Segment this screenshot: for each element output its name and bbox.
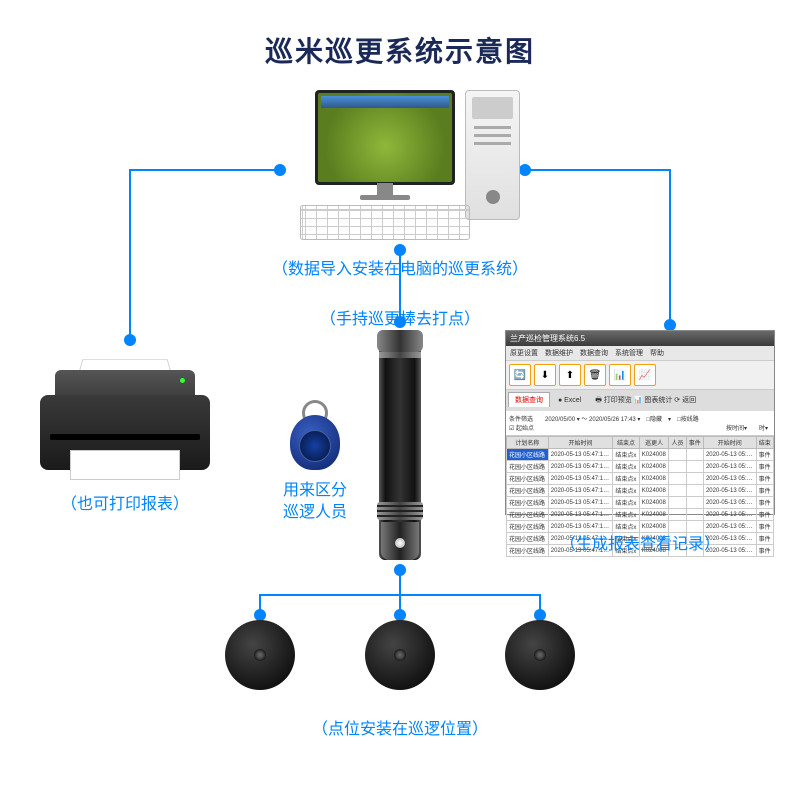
rfid-tag-icon <box>225 620 295 690</box>
toolbar-button: 📊 <box>609 364 631 386</box>
toolbar-button: 🔄 <box>509 364 531 386</box>
checkpoint-tags <box>225 620 575 690</box>
keyfob-illustration <box>290 400 340 470</box>
rfid-tag-icon <box>365 620 435 690</box>
caption-tags: （点位安装在巡逻位置） <box>0 715 800 739</box>
tab-data-query: 数据查询 <box>508 392 550 407</box>
toolbar-button: ⬇ <box>534 364 556 386</box>
rfid-tag-icon <box>505 620 575 690</box>
toolbar-button: 📈 <box>634 364 656 386</box>
caption-printer: （也可打印报表） <box>40 490 210 514</box>
window-titlebar: 兰产巡检管理系统6.5 <box>506 331 774 346</box>
window-tabs: 数据查询 ● Excel 🖶 打印预览 📊 图表统计 ⟳ 返回 <box>506 390 774 411</box>
window-toolbar: 🔄⬇⬆🗑📊📈 <box>506 361 774 390</box>
toolbar-button: ⬆ <box>559 364 581 386</box>
patrol-stick-illustration <box>379 330 421 560</box>
printer-illustration <box>40 350 210 470</box>
window-menubar: 原更设置 数据维护 数据查询 系统管理 帮助 <box>506 346 774 361</box>
caption-report: （生成报表查看记录） <box>505 530 775 554</box>
filter-bar: 条件筛选 2020/05/00 ▾ ～ 2020/05/26 17:43 ▾ □… <box>506 411 774 436</box>
report-window: 兰产巡检管理系统6.5 原更设置 数据维护 数据查询 系统管理 帮助 🔄⬇⬆🗑📊… <box>505 330 775 515</box>
keyboard-icon <box>300 205 470 240</box>
pc-tower-icon <box>465 90 520 220</box>
computer-illustration <box>280 90 520 240</box>
monitor-icon <box>315 90 455 185</box>
caption-computer: （数据导入安装在电脑的巡更系统） <box>0 255 800 279</box>
caption-stick: （手持巡更棒去打点） <box>0 305 800 329</box>
page-title: 巡米巡更系统示意图 <box>0 0 800 70</box>
toolbar-button: 🗑 <box>584 364 606 386</box>
caption-fob: 用来区分巡逻人员 <box>260 480 370 525</box>
